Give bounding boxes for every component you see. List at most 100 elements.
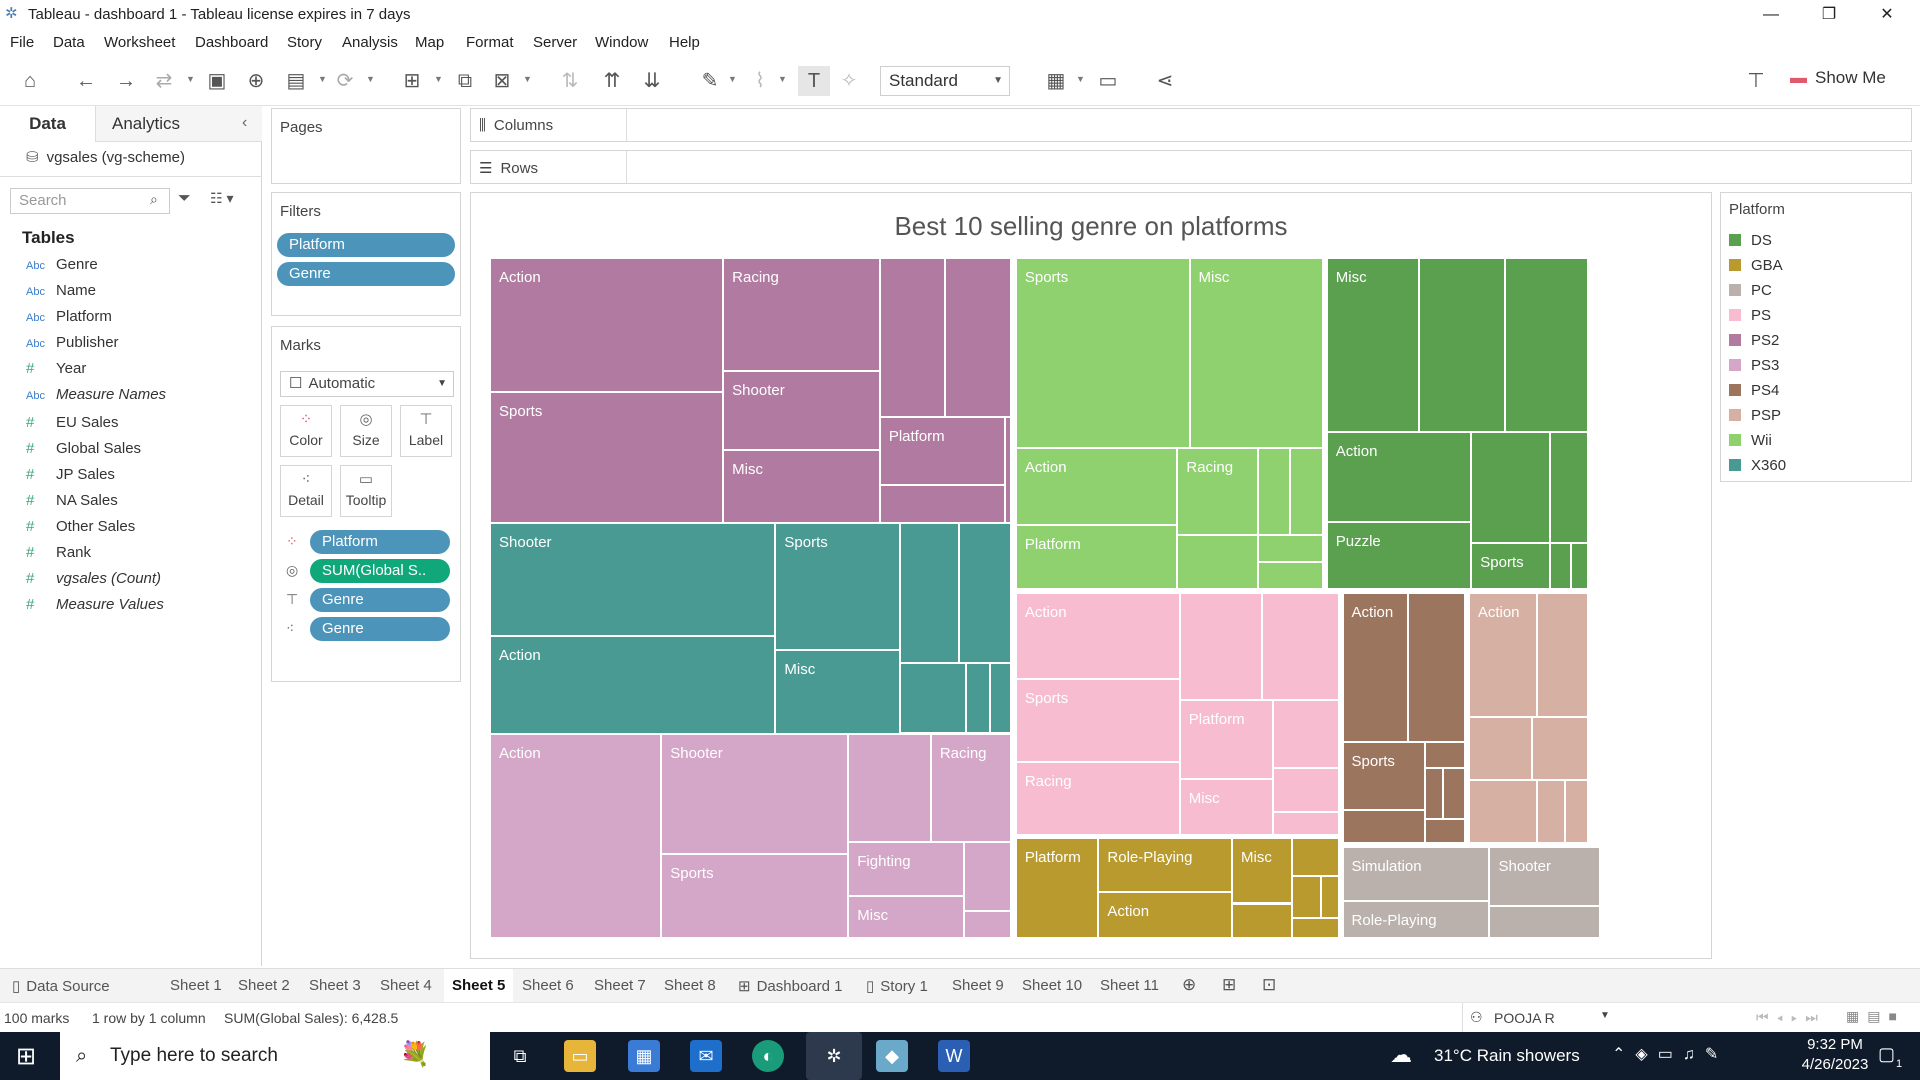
treemap-tile-ps[interactable] xyxy=(1274,701,1340,769)
new-datasource-icon[interactable]: ⊕ xyxy=(247,70,265,92)
menu-data[interactable]: Data xyxy=(53,34,85,51)
view-options-icon[interactable]: ☷ ▾ xyxy=(210,190,234,206)
treemap-tile-wii[interactable] xyxy=(1178,536,1259,591)
home-icon[interactable]: ⌂ xyxy=(23,70,37,92)
columns-shelf[interactable]: ⫼ Columns xyxy=(470,108,1912,142)
treemap-tile-pc-shooter[interactable]: Shooter xyxy=(1490,847,1601,907)
treemap-tile-ps-platform[interactable]: Platform xyxy=(1180,701,1275,781)
show-me-button[interactable]: ▬ Show Me xyxy=(1790,68,1886,88)
sheet-view-icons[interactable]: ▦▤■ xyxy=(1846,1008,1905,1024)
treemap-tile-gba-action[interactable]: Action xyxy=(1099,893,1233,939)
treemap-tile-ps4[interactable] xyxy=(1426,769,1445,820)
marks-pill-genre-label[interactable]: Genre xyxy=(310,588,450,612)
treemap-tile-ds-puzzle[interactable]: Puzzle xyxy=(1327,522,1473,591)
sheet-tab-sheet-6[interactable]: Sheet 6 xyxy=(522,977,574,994)
menu-format[interactable]: Format xyxy=(466,34,514,51)
treemap-tile-ps3[interactable] xyxy=(964,911,1012,939)
field-eu-sales[interactable]: # EU Sales xyxy=(26,414,119,431)
legend-item-pc[interactable]: PC xyxy=(1729,281,1772,301)
legend-item-wii[interactable]: Wii xyxy=(1729,431,1772,451)
treemap-tile-ps4-sports[interactable]: Sports xyxy=(1343,743,1427,811)
treemap-tile-gba[interactable] xyxy=(1321,877,1340,920)
marks-pill-platform[interactable]: Platform xyxy=(310,530,450,554)
treemap-tile-ps3-sports[interactable]: Sports xyxy=(662,855,850,939)
sort-ascending-icon[interactable]: ⇈ xyxy=(603,70,621,92)
word-icon[interactable]: W xyxy=(938,1040,970,1072)
redo-dropdown-icon[interactable]: ▼ xyxy=(186,74,195,84)
treemap-tile-ds-misc[interactable]: Misc xyxy=(1327,259,1421,433)
treemap-tile-ps2-platform[interactable]: Platform xyxy=(880,417,1006,486)
refresh-dropdown-icon[interactable]: ▼ xyxy=(366,74,375,84)
pages-shelf[interactable]: Pages xyxy=(271,108,461,184)
field-jp-sales[interactable]: # JP Sales xyxy=(26,466,115,483)
field-measure-names[interactable]: Abc Measure Names xyxy=(26,386,166,403)
sheet-tab-sheet-3[interactable]: Sheet 3 xyxy=(309,977,361,994)
treemap-tile-gba-platform[interactable]: Platform xyxy=(1016,839,1100,939)
treemap-tile-ps3-action[interactable]: Action xyxy=(491,734,663,939)
presentation-mode-icon[interactable]: ▭ xyxy=(1098,70,1118,92)
label-button[interactable]: ⊤ Label xyxy=(400,405,452,457)
field-measure-values[interactable]: # Measure Values xyxy=(26,596,164,613)
sheet-tab-sheet-11[interactable]: Sheet 11 xyxy=(1100,977,1159,994)
treemap-tile-ds[interactable] xyxy=(1472,432,1552,544)
sheet-tab-sheet-4[interactable]: Sheet 4 xyxy=(380,977,432,994)
mark-type-select[interactable]: ☐ Automatic ▼ xyxy=(280,371,454,397)
tab-analytics[interactable]: Analytics xyxy=(96,106,262,142)
treemap-tile-ps-racing[interactable]: Racing xyxy=(1016,762,1181,836)
field-platform[interactable]: Abc Platform xyxy=(26,308,112,325)
treemap-tile-gba[interactable] xyxy=(1292,839,1340,878)
field-publisher[interactable]: Abc Publisher xyxy=(26,334,119,351)
tableau-prep-icon[interactable]: ◆ xyxy=(876,1040,908,1072)
treemap-tile-wii-racing[interactable]: Racing xyxy=(1178,448,1259,537)
sheet-tab-data-source[interactable]: ▯ Data Source xyxy=(12,977,110,995)
treemap-tile-wii[interactable] xyxy=(1291,448,1325,537)
legend-item-ds[interactable]: DS xyxy=(1729,231,1772,251)
treemap-tile-pc-simulation[interactable]: Simulation xyxy=(1343,847,1491,903)
legend-item-ps[interactable]: PS xyxy=(1729,306,1771,326)
treemap-tile-ps2-sports[interactable]: Sports xyxy=(491,393,725,524)
new-story-tab-icon[interactable]: ⊡ xyxy=(1262,975,1277,994)
weather-text[interactable]: 31°C Rain showers xyxy=(1434,1046,1580,1065)
menu-story[interactable]: Story xyxy=(287,34,323,51)
color-button[interactable]: ⁘ Color xyxy=(280,405,332,457)
edge-browser-icon[interactable]: ◐ xyxy=(752,1040,784,1072)
group-dropdown-icon[interactable]: ▼ xyxy=(778,74,787,84)
treemap-tile-ps-sports[interactable]: Sports xyxy=(1016,680,1181,763)
sheet-tab-sheet-10[interactable]: Sheet 10 xyxy=(1022,977,1082,994)
treemap-tile-ps3-shooter[interactable]: Shooter xyxy=(662,734,850,856)
legend-item-gba[interactable]: GBA xyxy=(1729,256,1783,276)
system-tray-icons[interactable]: ⌃◈▭♫✎ xyxy=(1612,1046,1729,1063)
sheet-navigation-icons[interactable]: ⏮◂▸⏭ xyxy=(1756,1009,1826,1025)
treemap-tile-ps4[interactable] xyxy=(1343,810,1427,845)
minimize-button[interactable]: — xyxy=(1763,6,1779,23)
sheet-tab-sheet-9[interactable]: Sheet 9 xyxy=(952,977,1004,994)
cards-dropdown-icon[interactable]: ▼ xyxy=(1076,74,1085,84)
treemap-tile-ds[interactable] xyxy=(1551,432,1589,544)
treemap-tile-ps4[interactable] xyxy=(1409,594,1467,744)
treemap-tile-ps2-misc[interactable]: Misc xyxy=(724,451,881,524)
field-rank[interactable]: # Rank xyxy=(26,544,91,561)
menu-map[interactable]: Map xyxy=(415,34,445,51)
treemap-tile-ds-action[interactable]: Action xyxy=(1327,432,1473,523)
treemap-tile-x360-sports[interactable]: Sports xyxy=(776,523,902,651)
treemap-tile-ps3[interactable] xyxy=(964,842,1012,912)
menu-help[interactable]: Help xyxy=(669,34,700,51)
new-worksheet-tab-icon[interactable]: ⊕ xyxy=(1182,975,1197,994)
cards-icon[interactable]: ▦ xyxy=(1046,70,1066,92)
menu-dashboard[interactable]: Dashboard xyxy=(195,34,269,51)
field-genre[interactable]: Abc Genre xyxy=(26,256,98,273)
menu-file[interactable]: File xyxy=(10,34,35,51)
rows-shelf[interactable]: ☰ Rows xyxy=(470,150,1912,184)
filters-shelf[interactable]: Filters Platform Genre xyxy=(271,192,461,316)
sheet-tab-sheet-8[interactable]: Sheet 8 xyxy=(664,977,716,994)
clock-date[interactable]: 4/26/2023 xyxy=(1801,1056,1869,1073)
forward-icon[interactable]: → xyxy=(116,70,136,92)
field-year[interactable]: # Year xyxy=(26,360,86,377)
treemap-tile-x360-action[interactable]: Action xyxy=(491,637,777,735)
tooltip-button[interactable]: ▭ Tooltip xyxy=(340,465,392,517)
marks-pill-sum-global-sales[interactable]: SUM(Global S.. xyxy=(310,559,450,583)
microsoft-store-icon[interactable]: ▦ xyxy=(628,1040,660,1072)
treemap-tile-x360[interactable] xyxy=(901,523,960,665)
treemap-tile-psp[interactable] xyxy=(1537,781,1566,845)
treemap-tile-wii-misc[interactable]: Misc xyxy=(1190,259,1325,449)
